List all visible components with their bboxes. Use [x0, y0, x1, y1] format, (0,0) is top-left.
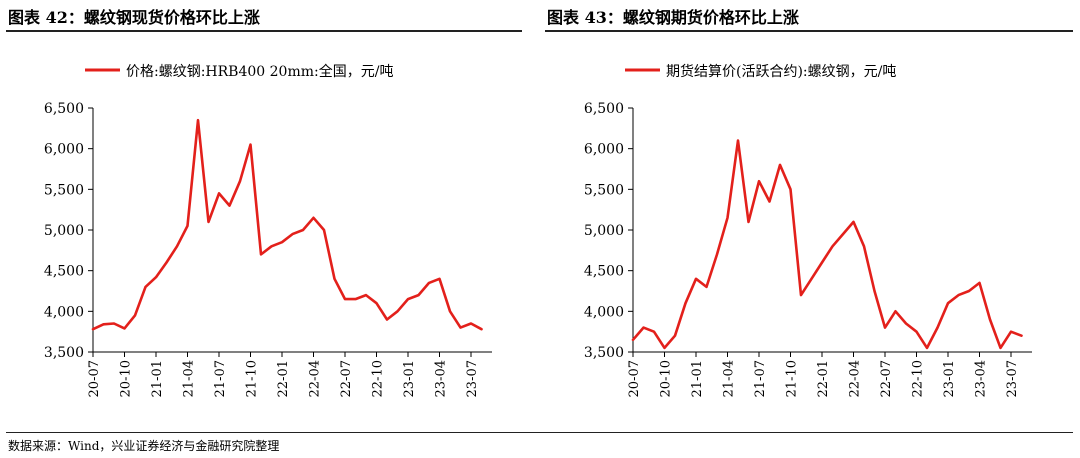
legend-label: 期货结算价(活跃合约):螺纹钢，元/吨	[666, 63, 896, 80]
x-tick-label: 20-10	[119, 360, 134, 397]
x-tick-label: 22-04	[848, 360, 863, 397]
y-tick-label: 5,000	[44, 223, 84, 239]
footer-divider	[6, 432, 1073, 433]
x-tick-label: 23-04	[434, 360, 449, 397]
x-tick-label: 23-04	[974, 360, 989, 397]
title-divider-left	[6, 30, 522, 32]
x-tick-label: 22-04	[308, 360, 323, 397]
series-line	[631, 139, 1023, 350]
x-tick-label: 23-07	[465, 360, 480, 397]
x-tick-label: 21-10	[785, 360, 800, 397]
legend-label: 价格:螺纹钢:HRB400 20mm:全国，元/吨	[126, 63, 393, 80]
y-tick-label: 4,500	[584, 264, 624, 280]
x-tick-label: 22-07	[879, 360, 894, 397]
y-tick-label: 3,500	[584, 345, 624, 361]
chart-left: 价格:螺纹钢:HRB400 20mm:全国，元/吨 3,500 4,000 4,500…	[44, 63, 492, 397]
chart-right: 期货结算价(活跃合约):螺纹钢，元/吨 3,500 4,000 4,500 5,000 5…	[584, 63, 1032, 397]
x-tick-label: 22-01	[816, 360, 831, 397]
y-tick-label: 4,500	[44, 264, 84, 280]
x-tick-label: 21-01	[150, 360, 165, 397]
source-note: 数据来源：Wind，兴业证券经济与金融研究院整理	[8, 439, 280, 453]
y-tick-label: 5,000	[584, 223, 624, 239]
chart-title-left: 图表 42：螺纹钢现货价格环比上涨	[8, 8, 260, 27]
y-tick-label: 4,000	[584, 304, 624, 320]
x-tick-label: 22-01	[276, 360, 291, 397]
x-tick-label: 20-07	[627, 360, 642, 397]
y-tick-label: 6,500	[44, 101, 84, 117]
x-tick-label: 23-01	[402, 360, 417, 397]
x-tick-label: 23-07	[1005, 360, 1020, 397]
y-tick-label: 6,000	[584, 142, 624, 158]
x-tick-label: 21-04	[722, 360, 737, 397]
y-tick-label: 5,500	[584, 182, 624, 198]
y-tick-label: 4,000	[44, 304, 84, 320]
x-tick-label: 21-07	[213, 360, 228, 397]
chart-title-right: 图表 43：螺纹钢期货价格环比上涨	[547, 8, 799, 27]
y-tick-label: 5,500	[44, 182, 84, 198]
y-tick-label: 6,000	[44, 142, 84, 158]
x-tick-label: 22-07	[339, 360, 354, 397]
x-tick-label: 20-07	[87, 360, 102, 397]
title-divider-right	[545, 30, 1073, 32]
x-tick-label: 21-04	[182, 360, 197, 397]
y-tick-label: 3,500	[44, 345, 84, 361]
x-tick-label: 20-10	[659, 360, 674, 397]
x-tick-label: 21-07	[753, 360, 768, 397]
x-tick-label: 21-01	[690, 360, 705, 397]
x-tick-label: 21-10	[245, 360, 260, 397]
legend: 期货结算价(活跃合约):螺纹钢，元/吨	[625, 63, 896, 80]
y-tick-label: 6,500	[584, 101, 624, 117]
x-tick-label: 22-10	[371, 360, 386, 397]
series-line	[91, 118, 483, 331]
x-tick-label: 22-10	[911, 360, 926, 397]
legend: 价格:螺纹钢:HRB400 20mm:全国，元/吨	[85, 63, 393, 80]
x-tick-label: 23-01	[942, 360, 957, 397]
